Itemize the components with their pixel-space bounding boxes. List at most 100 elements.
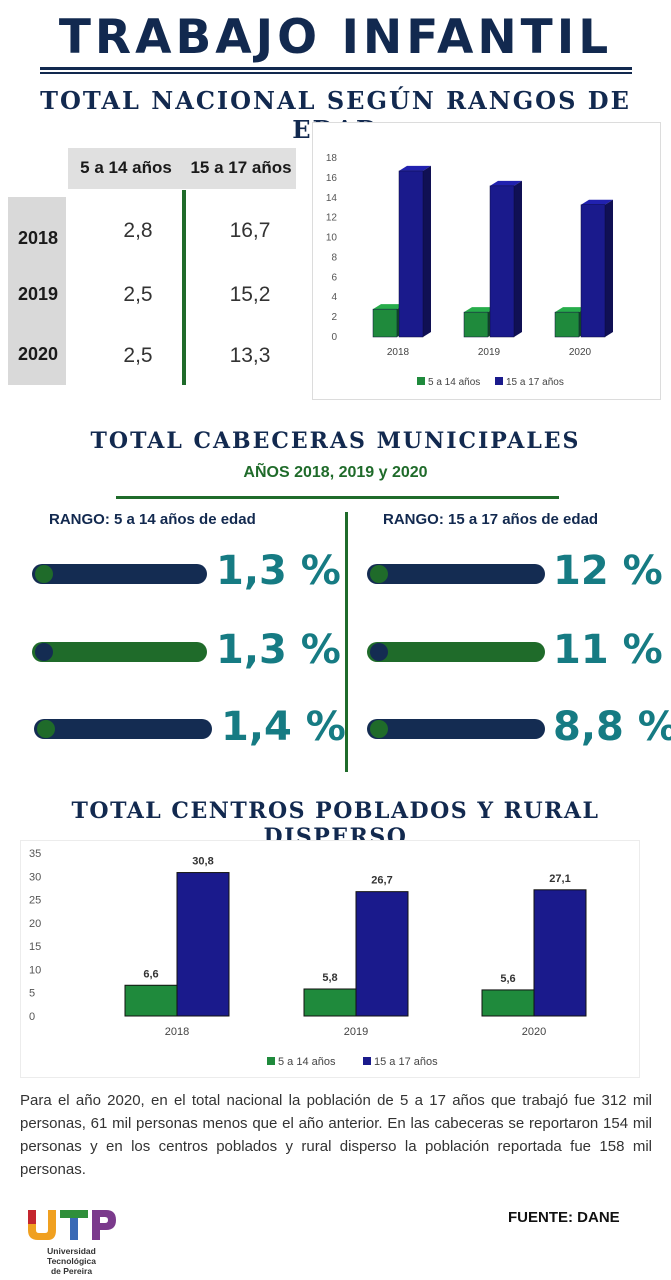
cell-2019-5-14: 2,5 — [123, 283, 153, 306]
cell-2018-5-14: 2,8 — [123, 219, 153, 242]
table-divider — [182, 190, 186, 385]
source-label: FUENTE: DANE — [508, 1209, 620, 1226]
table-header-bg — [68, 148, 296, 189]
bar-2019-15-17-top — [490, 180, 522, 186]
y-tick-label: 35 — [29, 848, 41, 860]
cabeceras-divider — [345, 512, 348, 772]
bar-fill — [367, 719, 545, 739]
bar-fill — [32, 642, 207, 662]
bar-2020-15-17-side — [605, 199, 613, 337]
bar-2018-5-14-top — [373, 304, 405, 310]
bar-fill — [32, 564, 207, 584]
bar-2020-5-14 — [554, 311, 580, 338]
y-tick-label: 5 — [29, 988, 35, 1000]
cabeceras-rule — [116, 496, 559, 499]
bar-2020-15-17 — [580, 204, 606, 338]
legend-swatch — [417, 377, 425, 385]
y-tick-label: 18 — [326, 153, 338, 164]
title-rule-bottom — [40, 72, 632, 74]
y-tick-label: 16 — [326, 173, 338, 184]
x-tick-label: 2018 — [165, 1026, 189, 1038]
bar-dot — [370, 565, 388, 583]
bar-2019-5-14-top — [464, 307, 496, 313]
y-tick-label: 10 — [29, 964, 41, 976]
bar-dot — [370, 720, 388, 738]
bar-fill — [367, 564, 545, 584]
table-header-5-14: 5 a 14 años — [80, 158, 172, 177]
bar-dot — [370, 643, 388, 661]
progress-bar — [367, 719, 545, 739]
y-tick-label: 20 — [29, 918, 41, 930]
progress-bar — [34, 719, 212, 739]
row-year-2018: 2018 — [17, 228, 59, 248]
logo-line-1: Universidad Tecnológica — [47, 1246, 96, 1266]
bar-2019-15-17 — [355, 891, 409, 1017]
logo-caption: Universidad Tecnológica de Pereira — [24, 1246, 119, 1276]
x-tick-label: 2020 — [569, 347, 592, 358]
summary-note: Para el año 2020, en el total nacional l… — [20, 1092, 652, 1178]
data-label: 27,1 — [549, 873, 570, 885]
y-tick-label: 14 — [326, 193, 338, 204]
progress-bar — [32, 564, 207, 584]
bar-2019-15-17-side — [514, 180, 522, 337]
utp-logo: Universidad Tecnológica de Pereira — [24, 1206, 119, 1276]
data-label: 26,7 — [371, 875, 392, 887]
y-tick-label: 10 — [326, 233, 338, 244]
row-year-2020: 2020 — [17, 344, 59, 364]
section-title-cabeceras: TOTAL CABECERAS MUNICIPALES — [90, 428, 581, 454]
logo-line-2: de Pereira — [50, 1266, 93, 1276]
data-label: 6,6 — [143, 968, 158, 980]
row-year-2019: 2019 — [17, 284, 59, 304]
data-label: 5,8 — [322, 972, 337, 984]
bar-2019-5-14 — [303, 988, 357, 1017]
data-label: 5,6 — [500, 973, 515, 985]
bar-dot — [37, 720, 55, 738]
cell-2019-15-17: 15,2 — [229, 283, 271, 306]
y-tick-label: 15 — [29, 941, 41, 953]
bar-2020-15-17-top — [581, 199, 613, 205]
legend-label-15-17: 15 a 17 años — [506, 377, 564, 388]
bar-2020-15-17 — [533, 889, 587, 1017]
data-label: 30,8 — [192, 856, 213, 868]
chart-rural-svg: 0 5 10 15 20 25 30 35 6,6 30,8 2018 5,8 26,7 2019 5,6 2… — [29, 848, 587, 1068]
x-tick-label: 2020 — [522, 1026, 546, 1038]
bar-dot — [35, 643, 53, 661]
y-tick-label: 0 — [331, 332, 337, 343]
y-tick-label: 8 — [331, 252, 337, 263]
bar-dot — [35, 565, 53, 583]
x-tick-label: 2018 — [387, 347, 410, 358]
bar-2018-5-14 — [372, 308, 398, 338]
legend-label-5-14: 5 a 14 años — [428, 377, 480, 388]
pct-cab-15-17-2020: 8,8 % — [553, 704, 671, 750]
chart-nacional-svg: 0 2 4 6 8 10 12 14 16 18 2018 2019 2020 5 a 14 años 15… — [326, 153, 613, 388]
cell-2018-15-17: 16,7 — [229, 219, 271, 242]
title-rule-top — [40, 67, 632, 70]
utp-logo-icon — [28, 1210, 116, 1240]
bar-2019-15-17 — [489, 185, 515, 338]
y-tick-label: 0 — [29, 1011, 35, 1023]
legend-swatch — [267, 1057, 275, 1065]
legend-swatch — [495, 377, 503, 385]
pct-cab-5-14-2020: 1,4 % — [221, 704, 346, 750]
y-tick-label: 25 — [29, 895, 41, 907]
cabeceras-subtitle: AÑOS 2018, 2019 y 2020 — [243, 464, 428, 481]
bar-2018-15-17-side — [423, 165, 431, 337]
cell-2020-5-14: 2,5 — [123, 344, 153, 367]
x-tick-label: 2019 — [478, 347, 501, 358]
main-title: TRABAJO INFANTIL — [58, 10, 613, 65]
chart-rural: 0 5 10 15 20 25 30 35 6,6 30,8 2018 5,8 26,7 2019 5,6 2… — [20, 840, 640, 1078]
legend-label-15-17: 15 a 17 años — [374, 1056, 438, 1068]
y-tick-label: 6 — [331, 272, 337, 283]
table-header-15-17: 15 a 17 años — [190, 158, 292, 177]
legend-label-5-14: 5 a 14 años — [278, 1056, 336, 1068]
year-column-bg — [8, 197, 66, 385]
y-tick-label: 2 — [331, 312, 337, 323]
y-tick-label: 4 — [331, 292, 337, 303]
bar-2020-5-14 — [481, 989, 535, 1017]
pct-cab-5-14-2018: 1,3 % — [216, 548, 341, 594]
bar-2018-15-17 — [176, 872, 230, 1017]
progress-bar — [32, 642, 207, 662]
bar-2019-5-14 — [463, 311, 489, 338]
legend-swatch — [363, 1057, 371, 1065]
bar-2018-5-14 — [124, 984, 178, 1017]
